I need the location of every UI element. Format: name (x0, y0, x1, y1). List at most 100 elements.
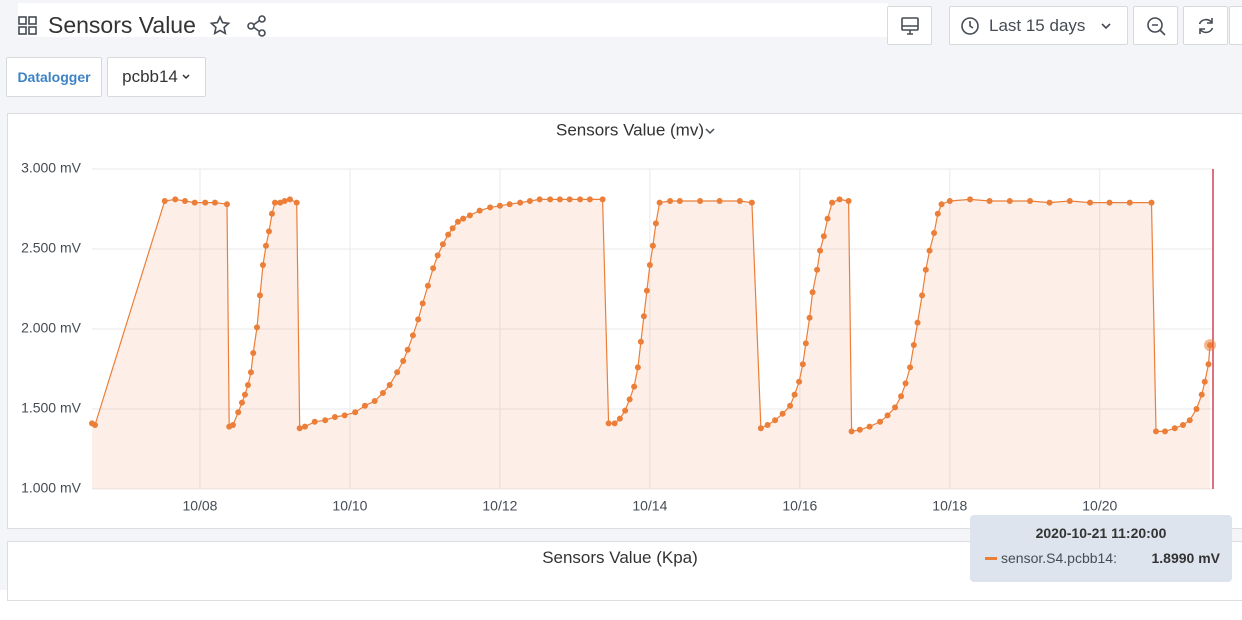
point (1153, 428, 1160, 435)
refresh-icon (1198, 17, 1213, 34)
point (910, 342, 917, 348)
point (931, 230, 938, 236)
point (506, 201, 513, 208)
point (656, 199, 663, 206)
point (866, 423, 873, 430)
point (301, 423, 308, 430)
point (845, 198, 852, 204)
hover-point (1204, 339, 1217, 352)
point (322, 417, 329, 424)
point (238, 399, 245, 406)
point (211, 199, 218, 206)
point (277, 199, 284, 206)
point (256, 292, 263, 299)
point (1171, 425, 1178, 432)
point (1106, 199, 1113, 206)
point (646, 262, 653, 268)
point (181, 198, 188, 204)
point (946, 198, 953, 204)
point (526, 198, 533, 204)
chevron-icon (182, 74, 190, 80)
point (161, 198, 168, 204)
zoom-out-button[interactable] (1133, 6, 1178, 45)
refresh-interval-button[interactable] (1229, 6, 1242, 45)
point (926, 247, 933, 254)
point (386, 382, 393, 388)
x-tick-label: 10/16 (782, 498, 817, 514)
point (271, 199, 278, 206)
point (892, 404, 899, 411)
point (806, 314, 813, 321)
point (379, 390, 386, 396)
grid-icon[interactable] (18, 16, 38, 36)
point (586, 196, 593, 203)
point (536, 196, 543, 203)
y-tick-label: 2.000 mV (21, 320, 82, 336)
point (856, 426, 863, 433)
point (466, 212, 473, 219)
area (92, 199, 1211, 489)
point (817, 247, 824, 254)
point (1180, 422, 1187, 428)
point (487, 204, 494, 211)
point (626, 396, 633, 403)
point (640, 313, 647, 320)
point (223, 201, 230, 208)
point (667, 198, 674, 204)
point (172, 196, 179, 203)
point (556, 196, 563, 203)
point (898, 393, 905, 400)
title-chevron (705, 128, 715, 135)
y-tick-label: 3.000 mV (21, 160, 82, 176)
point (748, 199, 755, 206)
point (652, 220, 659, 227)
panel-title[interactable]: Sensors Value (Kpa) (542, 548, 698, 567)
y-tick-label: 2.500 mV (21, 240, 82, 256)
point (293, 199, 300, 206)
point (445, 231, 452, 238)
refresh-button[interactable] (1183, 6, 1228, 45)
point (631, 383, 638, 390)
x-tick-label: 10/18 (932, 498, 967, 514)
point (268, 210, 275, 217)
point (1126, 199, 1133, 206)
point (736, 198, 743, 204)
y-tick-label: 1.500 mV (21, 400, 82, 416)
variable-value: pcbb14 (122, 67, 178, 86)
time-picker[interactable]: Last 15 days (949, 6, 1128, 45)
point (419, 300, 426, 307)
point (914, 319, 921, 326)
x-tick-label: 10/10 (332, 498, 367, 514)
point (476, 207, 483, 214)
variable-select[interactable]: pcbb14 (107, 57, 206, 97)
point (676, 198, 683, 204)
point (286, 196, 293, 203)
point (191, 199, 198, 206)
point (919, 292, 926, 299)
chart-title[interactable]: Sensors Value (mv) (556, 120, 704, 139)
point (622, 407, 629, 414)
point (1087, 199, 1094, 206)
point (296, 425, 303, 432)
tooltip-swatch (985, 557, 997, 560)
star-icon[interactable] (209, 15, 231, 37)
tv-mode-button[interactable] (887, 6, 932, 45)
point (697, 198, 704, 204)
point (884, 412, 891, 419)
share-icon[interactable] (246, 15, 268, 37)
point (787, 402, 794, 409)
point (922, 266, 929, 273)
point (1193, 406, 1200, 412)
point (496, 202, 503, 209)
point (611, 420, 618, 427)
point (262, 242, 269, 249)
point (415, 316, 422, 323)
point (439, 241, 446, 248)
point (460, 215, 467, 222)
point (400, 358, 407, 364)
variable-label: Datalogger (6, 57, 102, 97)
point (341, 412, 348, 419)
point (824, 215, 831, 222)
dashboard-title[interactable]: Sensors Value (48, 12, 196, 38)
